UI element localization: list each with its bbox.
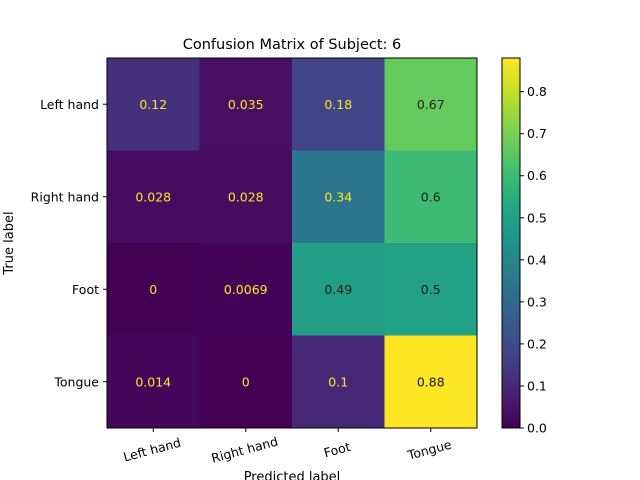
matrix-frame [106,57,478,429]
matrix-cell [199,58,293,151]
y-tick-label: Left hand [40,97,99,112]
x-tick-label: Left hand [122,435,183,465]
cell-value-label: 0.028 [228,189,264,204]
x-tick-label: Foot [322,439,352,460]
cell-value-label: 0.1 [328,374,348,389]
colorbar-tick-label: 0.7 [527,126,547,141]
colorbar-tick-label: 0.6 [527,168,547,183]
chart-title: Confusion Matrix of Subject: 6 [183,37,402,53]
matrix-cell [107,58,200,151]
cell-value-label: 0.12 [139,97,167,112]
cell-value-label: 0.035 [228,97,264,112]
cell-value-label: 0.028 [135,189,171,204]
matrix-cell [107,335,200,429]
colorbar-tick-label: 0.4 [527,252,547,267]
matrix-cell [384,243,478,336]
matrix-cell [107,243,200,336]
matrix-cell [292,243,385,336]
y-tick-label: Foot [72,282,99,297]
matrix-cell [384,335,478,429]
cell-value-label: 0 [149,282,157,297]
matrix-cell [292,335,385,429]
x-axis-label: Predicted label [244,470,341,480]
cell-value-label: 0.67 [417,97,445,112]
y-tick-label: Tongue [53,374,99,389]
matrix-cell [384,150,478,244]
cell-value-label: 0.34 [324,189,352,204]
matrix-cell [199,243,293,336]
matrix-cell [292,150,385,244]
cell-value-label: 0.18 [324,97,352,112]
colorbar-tick-label: 0.8 [527,84,547,99]
x-tick-labels: Left hand Right hand Foot Tongue [122,428,453,466]
cell-value-label: 0 [242,374,250,389]
colorbar-ticks: 0.0 0.1 0.2 0.3 0.4 0.5 0.6 0.7 0.8 [520,84,547,436]
y-tick-labels: Left hand Right hand Foot Tongue [31,97,107,389]
cell-value-label: 0.88 [417,374,445,389]
cell-value-label: 0.0069 [224,282,268,297]
colorbar-tick-label: 0.0 [527,421,547,436]
y-axis-label: True label [2,211,17,275]
matrix-cell [199,335,293,429]
x-tick-label: Tongue [405,437,453,463]
matrix-cell [384,58,478,151]
cell-value-label: 0.5 [421,282,441,297]
colorbar-tick-label: 0.1 [527,378,547,393]
matrix-cell [292,58,385,151]
colorbar-tick-label: 0.5 [527,210,547,225]
matrix-cell [199,150,293,244]
y-tick-label: Right hand [31,189,99,204]
colorbar [501,57,521,429]
matrix-cells: 0.12 0.035 0.18 0.67 0.028 0.028 0.34 0.6 0 0.006… [107,58,478,429]
cell-value-label: 0.49 [324,282,352,297]
cell-value-label: 0.6 [421,189,441,204]
matrix-cell [107,150,200,244]
x-tick-label: Right hand [210,434,280,466]
cell-value-label: 0.014 [135,374,171,389]
colorbar-tick-label: 0.2 [527,336,547,351]
colorbar-tick-label: 0.3 [527,294,547,309]
